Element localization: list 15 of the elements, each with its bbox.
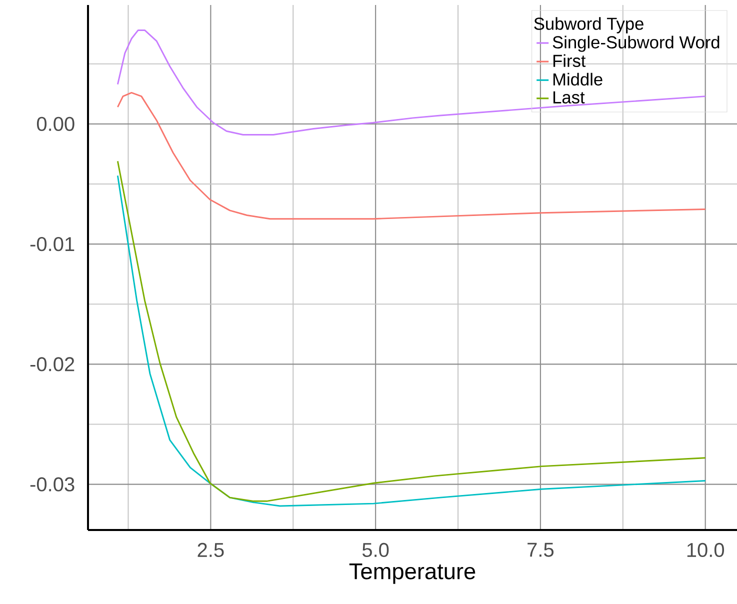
legend-label: Single-Subword Word (552, 36, 720, 52)
legend-label: First (553, 54, 586, 68)
y-tick-label: -0.01 (30, 236, 74, 252)
x-axis-title: Temperature (349, 564, 476, 584)
legend-label: Last (553, 91, 585, 104)
x-tick-label: 10.0 (687, 542, 724, 558)
x-tick-label: 2.5 (198, 542, 224, 558)
x-tick-label: 7.5 (528, 542, 554, 557)
y-tick-label: 0.00 (36, 116, 74, 132)
legend-label: Middle (553, 72, 602, 86)
legend-title: Subword Type (534, 17, 644, 34)
y-tick-label: -0.03 (30, 477, 74, 492)
line-series (116, 92, 706, 220)
y-tick-label: -0.02 (30, 357, 74, 372)
x-tick-label: 5.0 (362, 542, 389, 558)
